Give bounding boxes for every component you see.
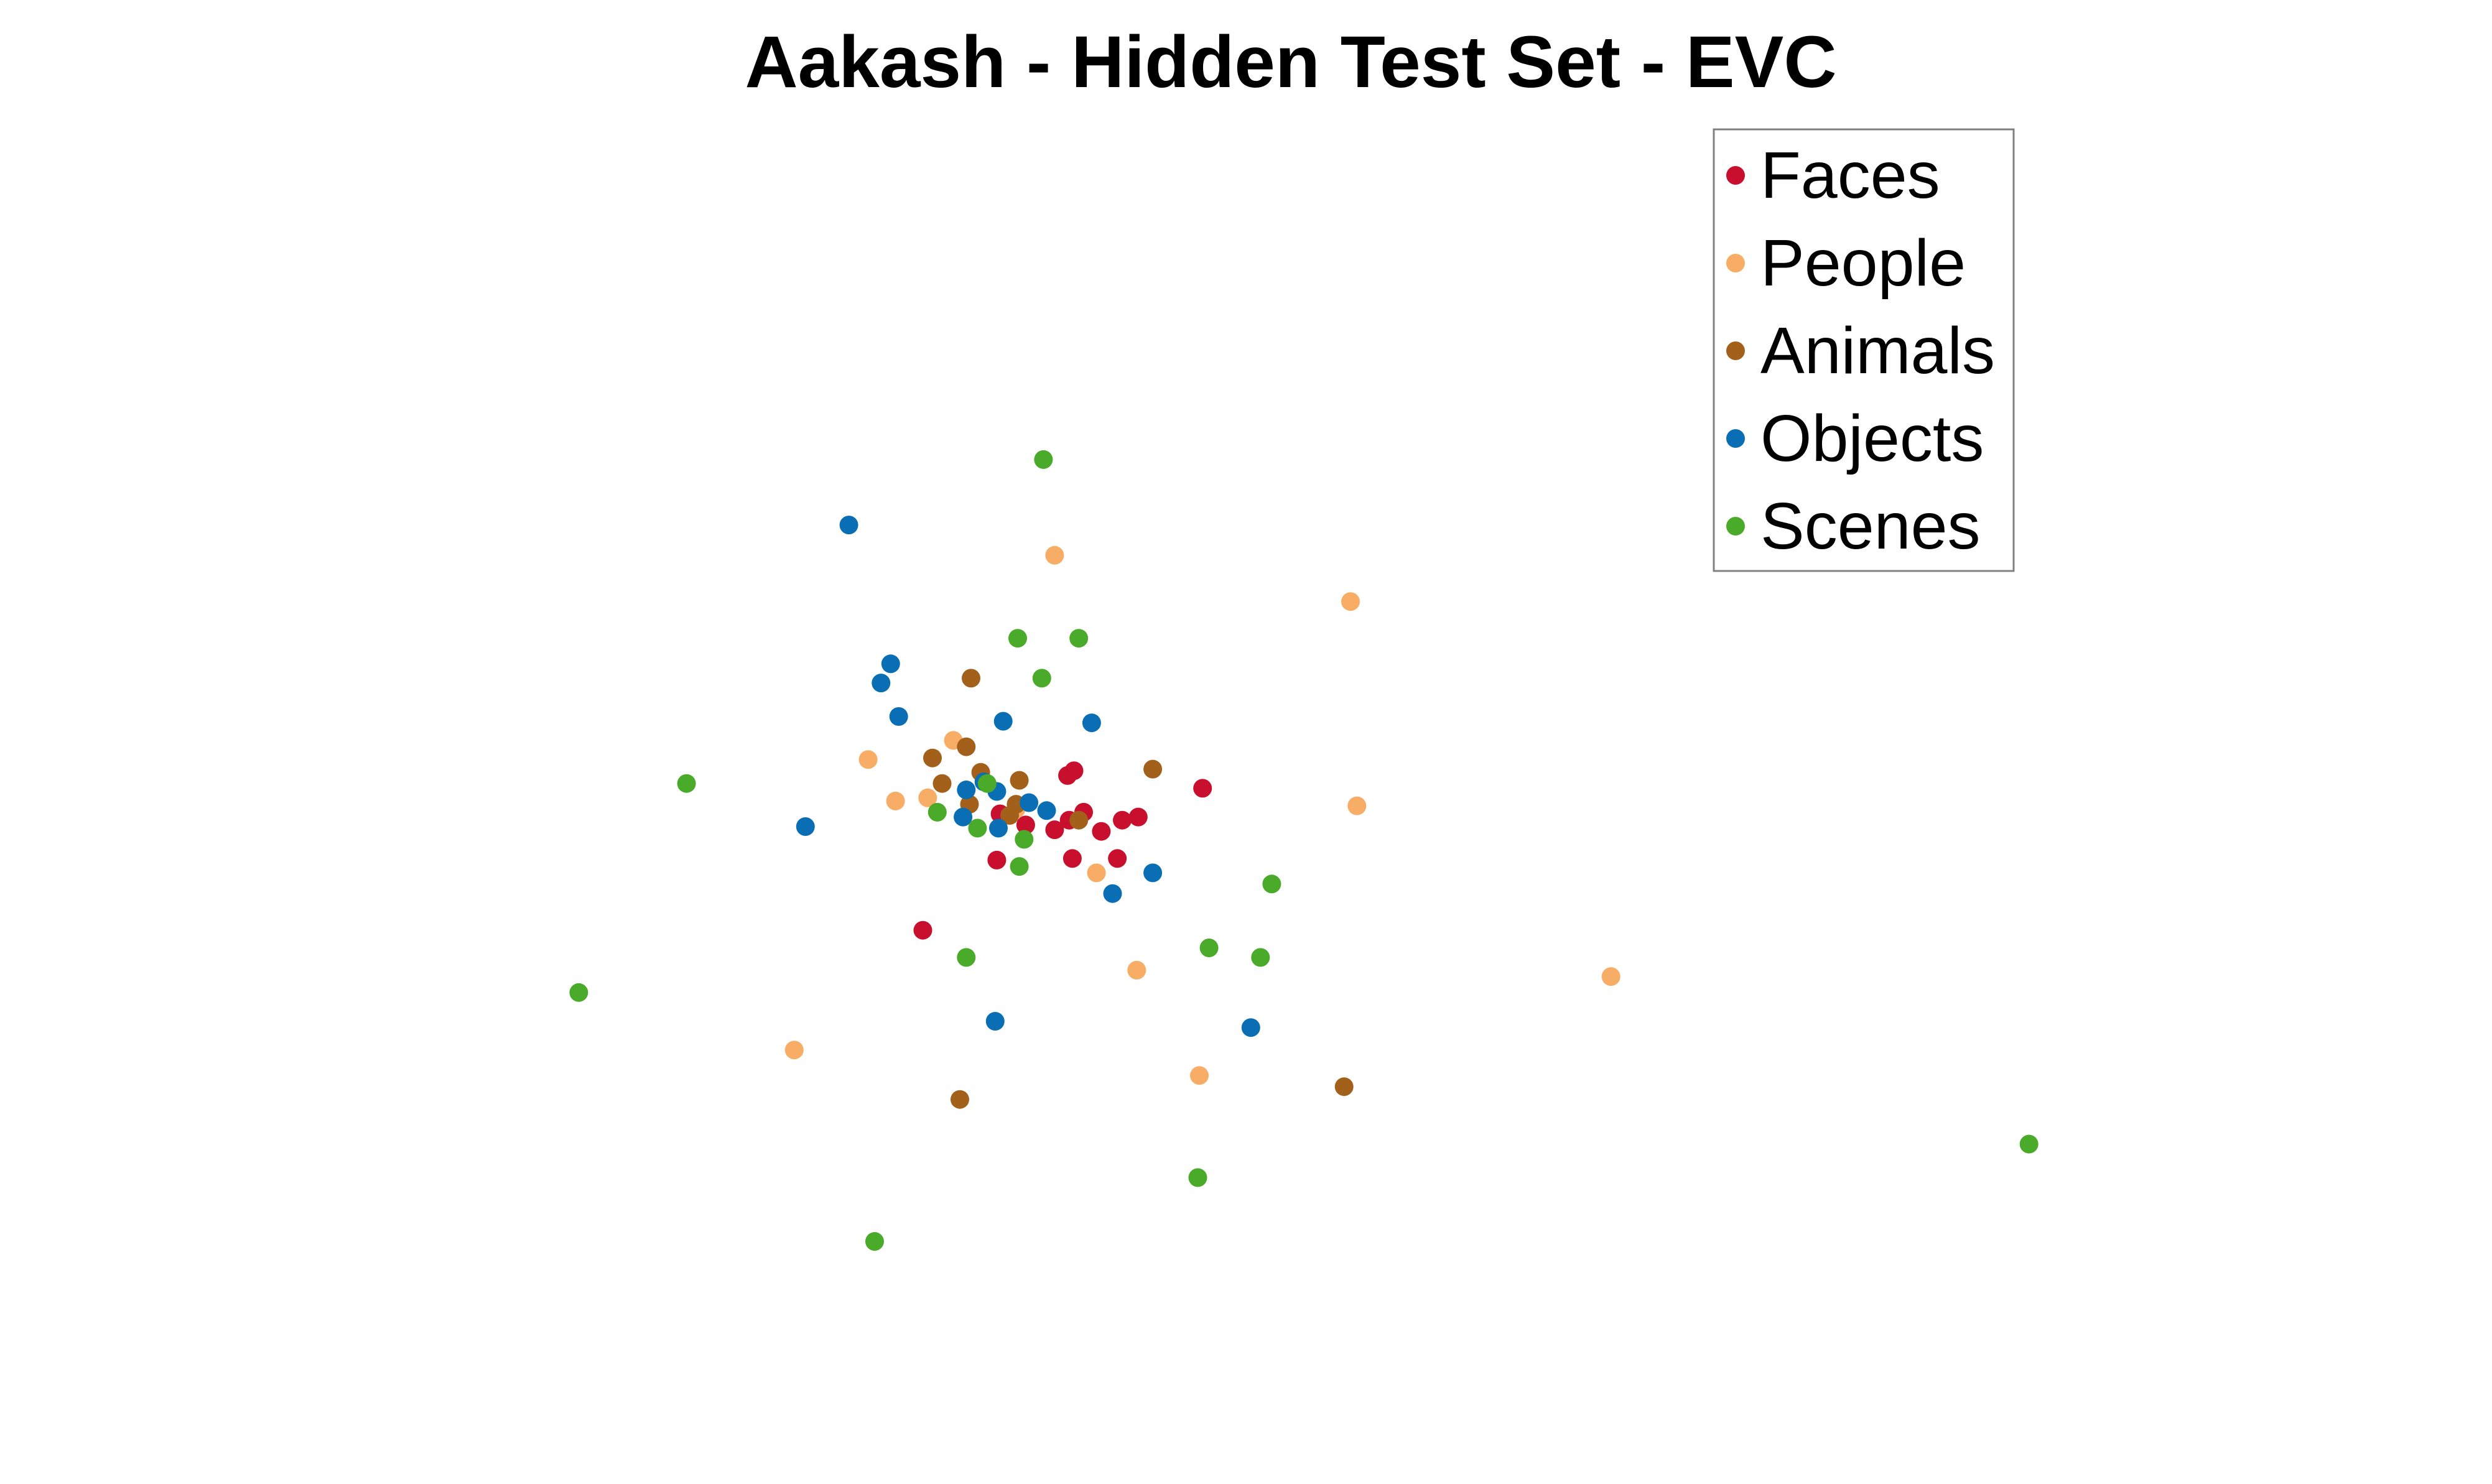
point-scenes-7	[1015, 830, 1034, 849]
point-objects-0	[839, 516, 858, 535]
chart-title: Aakash - Hidden Test Set - EVC	[745, 21, 1836, 103]
point-scenes-9	[977, 774, 997, 793]
point-objects-8	[1020, 793, 1039, 812]
point-scenes-6	[968, 819, 987, 838]
point-objects-1	[881, 654, 900, 674]
legend-marker-objects	[1726, 429, 1745, 448]
legend-label-animals: Animals	[1760, 314, 1995, 387]
point-scenes-2	[1069, 629, 1089, 648]
point-scenes-8	[1010, 857, 1029, 876]
point-faces-1	[1064, 761, 1084, 781]
point-objects-4	[993, 712, 1013, 731]
point-scenes-1	[1008, 629, 1027, 648]
point-scenes-4	[677, 774, 696, 793]
point-scenes-15	[1188, 1168, 1207, 1187]
point-people-8	[1127, 960, 1146, 980]
point-objects-9	[1037, 801, 1056, 820]
point-scenes-3	[1032, 669, 1051, 688]
point-people-11	[1190, 1066, 1209, 1085]
point-scenes-5	[928, 802, 947, 822]
legend-marker-scenes	[1726, 517, 1745, 536]
point-animals-3	[932, 774, 952, 793]
point-faces-8	[1045, 820, 1064, 840]
point-objects-14	[1103, 884, 1122, 903]
legend-marker-faces	[1726, 166, 1745, 185]
point-people-0	[1045, 545, 1064, 565]
point-faces-2	[1193, 779, 1212, 798]
point-people-7	[1087, 863, 1106, 883]
legend-box	[1713, 128, 2015, 572]
point-faces-4	[1113, 810, 1132, 830]
point-objects-5	[1082, 713, 1101, 733]
point-animals-1	[923, 748, 942, 768]
point-objects-12	[796, 817, 815, 836]
point-scenes-13	[957, 948, 976, 967]
legend-marker-people	[1726, 254, 1745, 272]
point-animals-0	[962, 669, 980, 688]
legend-label-objects: Objects	[1760, 402, 1984, 475]
point-objects-13	[1143, 863, 1163, 883]
point-animals-9	[1143, 759, 1163, 779]
point-scenes-16	[2019, 1134, 2039, 1154]
point-objects-10	[954, 807, 973, 827]
point-objects-11	[989, 819, 1008, 838]
point-people-10	[784, 1041, 804, 1060]
point-scenes-12	[1251, 948, 1270, 967]
point-people-6	[1347, 796, 1367, 815]
legend-label-people: People	[1760, 226, 1966, 300]
point-animals-8	[1069, 810, 1089, 830]
point-faces-9	[1016, 815, 1035, 835]
point-people-1	[1341, 592, 1360, 611]
point-objects-2	[872, 674, 891, 693]
point-faces-14	[913, 921, 932, 940]
point-scenes-10	[1262, 874, 1281, 894]
point-objects-16	[1241, 1018, 1260, 1037]
point-animals-2	[957, 737, 976, 756]
point-people-9	[1601, 967, 1620, 986]
point-animals-11	[951, 1090, 969, 1109]
legend-label-faces: Faces	[1760, 139, 1940, 212]
point-objects-6	[957, 781, 976, 799]
point-objects-15	[985, 1012, 1005, 1031]
point-animals-5	[1010, 771, 1029, 790]
point-faces-13	[1108, 849, 1127, 868]
point-faces-11	[987, 850, 1007, 870]
point-animals-10	[1334, 1077, 1354, 1097]
point-faces-12	[1062, 849, 1082, 868]
data-points	[569, 450, 2039, 1251]
point-scenes-14	[569, 983, 588, 1002]
legend-marker-animals	[1726, 341, 1745, 360]
point-faces-5	[1092, 822, 1111, 841]
point-faces-3	[1128, 807, 1148, 827]
point-people-4	[918, 788, 937, 807]
point-scenes-17	[865, 1232, 884, 1251]
legend: Faces People Animals Objects Scenes	[1713, 128, 2015, 572]
point-objects-3	[889, 707, 908, 726]
point-people-2	[858, 750, 878, 769]
point-scenes-0	[1034, 450, 1053, 469]
point-scenes-11	[1199, 939, 1219, 957]
point-animals-12	[1000, 806, 1020, 825]
legend-label-scenes: Scenes	[1760, 489, 1981, 563]
point-people-3	[886, 791, 905, 810]
